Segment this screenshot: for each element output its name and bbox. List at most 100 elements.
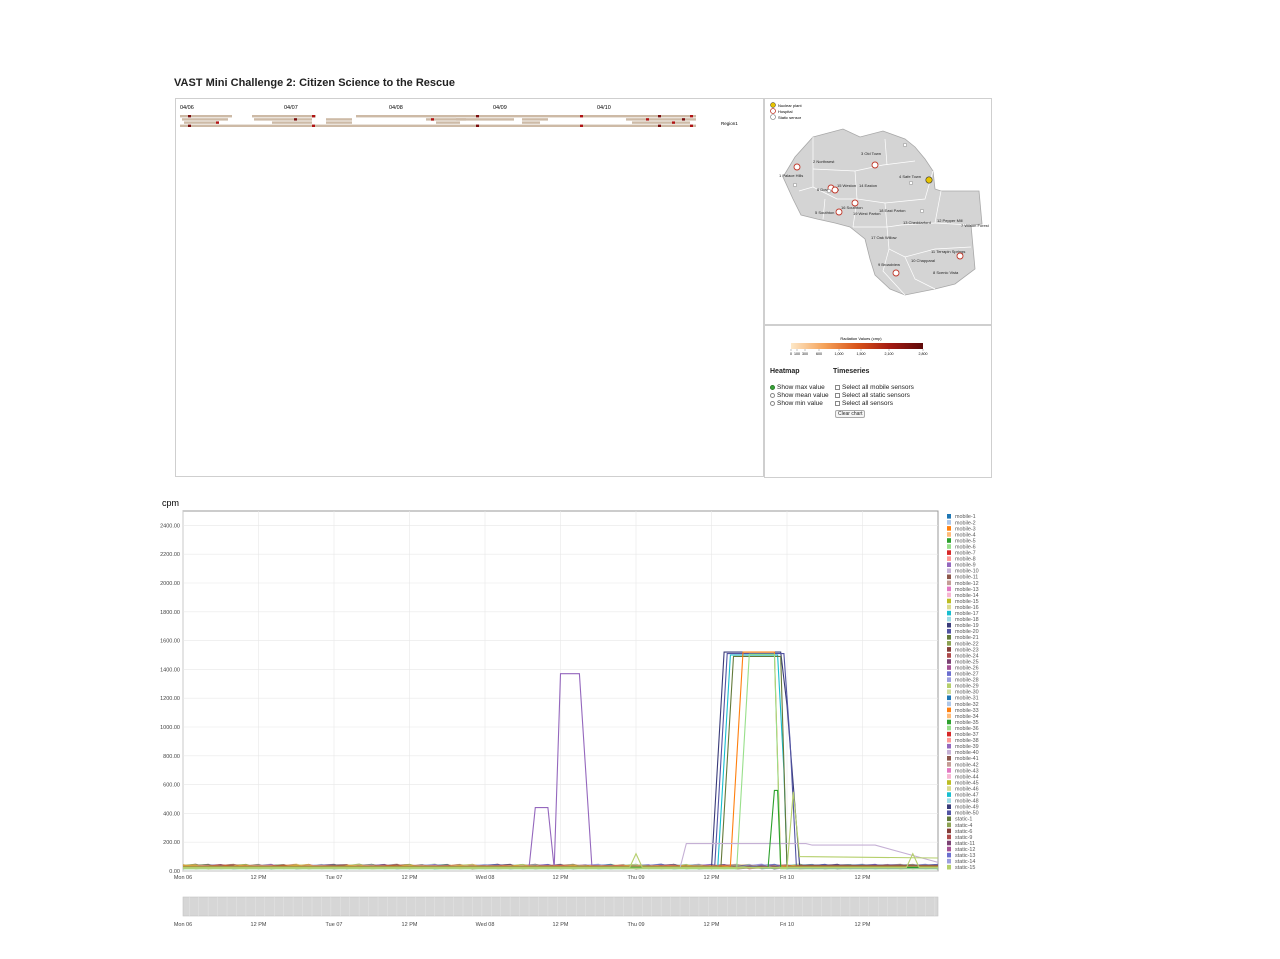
legend-label[interactable]: mobile-18 — [955, 617, 979, 623]
heatmap-cell-strip[interactable] — [180, 124, 696, 127]
legend-label[interactable]: mobile-30 — [955, 690, 979, 696]
legend-label[interactable]: mobile-45 — [955, 780, 979, 786]
legend-label[interactable]: mobile-4 — [955, 532, 976, 538]
heatmap-cell-strip[interactable] — [626, 118, 696, 121]
legend-swatch[interactable] — [947, 677, 951, 682]
heatmap-cell-high[interactable] — [646, 118, 649, 121]
legend-label[interactable]: mobile-50 — [955, 811, 979, 817]
heatmap-cell-high[interactable] — [188, 124, 191, 127]
legend-swatch[interactable] — [947, 798, 951, 803]
legend-label[interactable]: mobile-28 — [955, 678, 979, 684]
heatmap-cell-high[interactable] — [312, 124, 315, 127]
heatmap-cell-high[interactable] — [580, 124, 583, 127]
timeseries-chart[interactable]: cpm 0.00 200.00 400.00 600.00 800.00 1000.00 12… — [150, 495, 1000, 885]
legend-swatch[interactable] — [947, 774, 951, 779]
legend-label[interactable]: mobile-6 — [955, 544, 976, 550]
legend-label[interactable]: mobile-10 — [955, 569, 979, 575]
legend-swatch[interactable] — [947, 544, 951, 549]
heatmap-cell-strip[interactable] — [326, 118, 352, 121]
legend-swatch[interactable] — [947, 598, 951, 604]
legend-swatch[interactable] — [947, 647, 951, 652]
legend-label[interactable]: mobile-5 — [955, 538, 976, 544]
radio-max-indicator[interactable] — [770, 385, 775, 390]
checkbox-all-sensors[interactable]: Select all sensors — [835, 400, 893, 407]
legend-swatch[interactable] — [947, 852, 951, 858]
legend-swatch[interactable] — [947, 756, 951, 761]
legend-swatch[interactable] — [947, 635, 951, 640]
legend-label[interactable]: mobile-9 — [955, 563, 976, 569]
series-peak-mobile-29[interactable] — [183, 791, 939, 869]
legend-swatch[interactable] — [947, 792, 951, 797]
legend-swatch[interactable] — [947, 622, 951, 628]
heatmap-cell-high[interactable] — [658, 115, 661, 118]
checkbox-all-mobile[interactable]: Select all mobile sensors — [835, 384, 914, 391]
clear-chart-button[interactable]: Clear chart — [835, 410, 866, 418]
legend-swatch[interactable] — [947, 725, 951, 731]
legend-label[interactable]: static-4 — [955, 823, 972, 829]
series-peak-mobile-6[interactable] — [183, 653, 938, 870]
legend-label[interactable]: mobile-22 — [955, 641, 979, 647]
legend-label[interactable]: mobile-1 — [955, 514, 976, 520]
heatmap-cell-high[interactable] — [476, 115, 479, 118]
legend-swatch[interactable] — [947, 689, 951, 695]
legend-swatch[interactable] — [947, 762, 951, 767]
legend-label[interactable]: mobile-29 — [955, 684, 979, 690]
legend-label[interactable]: mobile-7 — [955, 551, 976, 557]
legend-swatch[interactable] — [947, 683, 951, 688]
legend-swatch[interactable] — [947, 743, 951, 749]
legend-label[interactable]: mobile-32 — [955, 702, 979, 708]
checkbox-static-indicator[interactable] — [835, 393, 840, 398]
heatmap-cell-strip[interactable] — [356, 115, 456, 118]
legend-swatch[interactable] — [947, 653, 951, 658]
legend-label[interactable]: mobile-37 — [955, 732, 979, 738]
legend-label[interactable]: mobile-31 — [955, 696, 979, 702]
legend-swatch[interactable] — [947, 737, 951, 743]
heatmap-cell-strip[interactable] — [326, 121, 352, 124]
legend-swatch[interactable] — [947, 828, 951, 834]
legend-label[interactable]: mobile-35 — [955, 720, 979, 726]
legend-swatch[interactable] — [947, 641, 951, 646]
legend-swatch[interactable] — [947, 810, 951, 816]
legend-label[interactable]: mobile-17 — [955, 611, 979, 617]
heatmap-cell-high[interactable] — [658, 124, 661, 127]
radio-min-indicator[interactable] — [770, 401, 775, 406]
legend-swatch[interactable] — [947, 719, 951, 725]
legend-label[interactable]: mobile-41 — [955, 756, 979, 762]
legend-label[interactable]: mobile-16 — [955, 605, 979, 611]
legend-swatch[interactable] — [947, 671, 951, 676]
legend-swatch[interactable] — [947, 532, 951, 537]
heatmap-cell-strip[interactable] — [184, 121, 216, 124]
legend-swatch[interactable] — [947, 804, 951, 809]
heatmap-chart[interactable]: 04/06 04/07 04/08 04/09 04/10 Region1 — [176, 99, 763, 159]
checkbox-mobile-indicator[interactable] — [835, 385, 840, 390]
legend-label[interactable]: mobile-38 — [955, 738, 979, 744]
heatmap-cell-strip[interactable] — [522, 118, 548, 121]
legend-swatch[interactable] — [947, 731, 951, 737]
legend-swatch[interactable] — [947, 749, 951, 755]
legend-swatch[interactable] — [947, 840, 951, 846]
legend-swatch[interactable] — [947, 604, 951, 610]
heatmap-cell-high[interactable] — [431, 118, 434, 121]
city-map[interactable]: Nuclear plant Hospital Static sensor 1 P… — [765, 99, 991, 324]
legend-swatch[interactable] — [947, 846, 951, 852]
legend-swatch[interactable] — [947, 707, 951, 713]
heatmap-cell-high[interactable] — [690, 115, 693, 118]
legend-label[interactable]: static-9 — [955, 835, 972, 841]
legend-label[interactable]: mobile-47 — [955, 793, 979, 799]
legend-label[interactable]: mobile-43 — [955, 768, 979, 774]
legend-swatch[interactable] — [947, 628, 951, 634]
legend-swatch[interactable] — [947, 786, 951, 791]
legend-label[interactable]: mobile-26 — [955, 665, 979, 671]
legend-swatch[interactable] — [947, 701, 951, 707]
brush-track[interactable] — [182, 896, 939, 917]
heatmap-cell-strip[interactable] — [436, 121, 460, 124]
legend-label[interactable]: mobile-12 — [955, 581, 979, 587]
heatmap-cell-strip[interactable] — [252, 115, 316, 118]
legend-swatch[interactable] — [947, 514, 951, 519]
legend-swatch[interactable] — [947, 822, 951, 828]
radio-show-mean[interactable]: Show mean value — [770, 392, 829, 399]
heatmap-cell-high[interactable] — [690, 124, 693, 127]
series-peak-static-15[interactable] — [183, 852, 938, 868]
legend-swatch[interactable] — [947, 610, 951, 616]
legend-swatch[interactable] — [947, 659, 951, 664]
